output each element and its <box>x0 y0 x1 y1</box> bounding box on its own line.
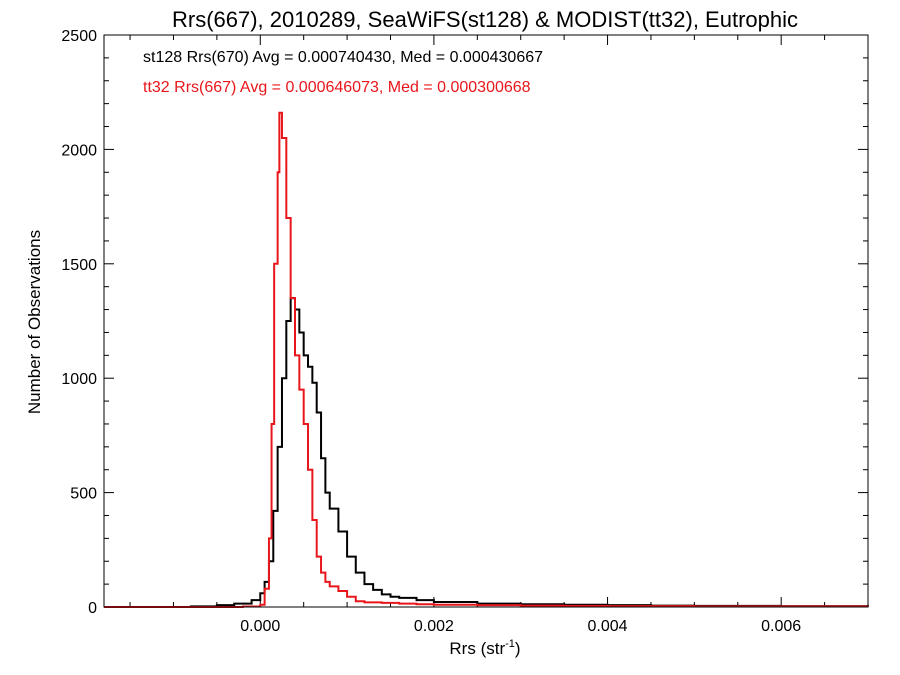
y-tick-label: 500 <box>70 486 97 503</box>
x-tick-label: 0.002 <box>414 618 454 635</box>
series-tt32-histogram <box>104 111 869 608</box>
legend-entry-tt32: tt32 Rrs(667) Avg = 0.000646073, Med = 0… <box>143 79 531 96</box>
x-axis-title-superscript: -1 <box>505 638 515 650</box>
y-tick-label: 1500 <box>61 257 97 274</box>
plot-area <box>104 34 869 608</box>
x-axis-title-close: ) <box>515 639 521 658</box>
x-tick-label: 0.000 <box>240 618 280 635</box>
legend-entry-st128: st128 Rrs(670) Avg = 0.000740430, Med = … <box>143 49 543 66</box>
x-tick-label: 0.004 <box>588 618 628 635</box>
plot-frame <box>103 34 869 608</box>
y-axis-title: Number of Observations <box>25 230 44 414</box>
y-tick-label: 2000 <box>61 142 97 159</box>
y-tick-label: 0 <box>88 600 97 617</box>
y-tick-label: 2500 <box>61 28 97 45</box>
y-tick-label: 1000 <box>61 371 97 388</box>
x-tick-label: 0.006 <box>761 618 801 635</box>
chart-title: Rrs(667), 2010289, SeaWiFS(st128) & MODI… <box>172 7 798 32</box>
x-axis-title: Rrs (str-1) <box>449 638 520 658</box>
x-axis-title-main: Rrs (str <box>449 639 505 658</box>
series-st128-histogram <box>104 297 869 608</box>
